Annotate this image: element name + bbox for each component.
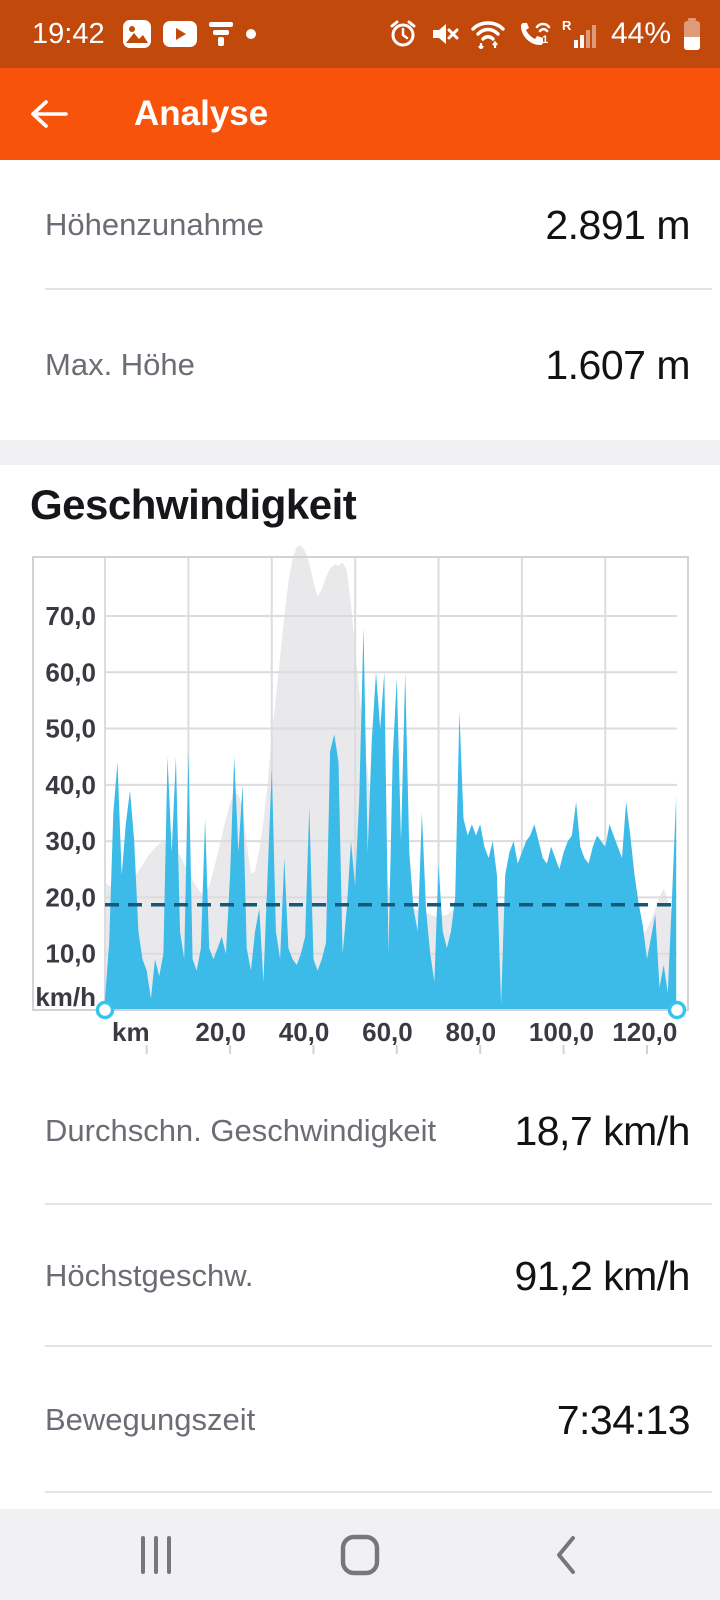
stat-value: 2.891 m bbox=[545, 201, 690, 248]
back-button[interactable] bbox=[0, 68, 96, 160]
y-axis-tick: 10,0 bbox=[45, 939, 96, 969]
elevation-area bbox=[105, 545, 677, 1010]
page-title: Analyse bbox=[134, 94, 269, 133]
stat-row-elevation-gain: Höhenzunahme 2.891 m bbox=[0, 160, 720, 290]
notification-dot bbox=[245, 29, 256, 39]
y-axis-unit: km/h bbox=[35, 982, 96, 1012]
chart-handle-right[interactable] bbox=[667, 1000, 687, 1020]
stat-label: Höchstgeschw. bbox=[45, 1258, 254, 1293]
chart-handle-left[interactable] bbox=[95, 1000, 115, 1020]
x-axis-tick: 60,0 bbox=[362, 1017, 413, 1047]
recents-button[interactable] bbox=[111, 1509, 201, 1600]
x-axis-tick: 120,0 bbox=[612, 1017, 677, 1047]
app-bar: Analyse bbox=[0, 68, 720, 160]
chart-border bbox=[32, 556, 689, 1011]
stat-value: 18,7 km/h bbox=[514, 1107, 690, 1154]
mute-icon bbox=[432, 24, 459, 44]
speed-chart[interactable]: 70,0 60,0 50,0 40,0 30,0 20,0 10,0 km/h km 20,0 40… bbox=[0, 545, 720, 1057]
back-arrow-icon bbox=[31, 100, 68, 128]
back-chevron-icon bbox=[557, 1535, 575, 1574]
navigation-bar bbox=[0, 1509, 720, 1600]
y-axis-tick: 50,0 bbox=[45, 714, 96, 744]
home-button[interactable] bbox=[315, 1509, 405, 1600]
battery-icon bbox=[684, 18, 700, 50]
home-icon bbox=[340, 1534, 380, 1575]
section-header: Geschwindigkeit bbox=[0, 465, 720, 545]
x-axis-tick: 100,0 bbox=[529, 1017, 594, 1047]
x-axis-tick: 20,0 bbox=[195, 1017, 246, 1047]
y-axis-tick: 60,0 bbox=[45, 657, 96, 687]
stat-row-moving-time: Bewegungszeit 7:34:13 bbox=[0, 1347, 720, 1493]
stat-value: 1.607 m bbox=[545, 341, 690, 388]
speed-area bbox=[105, 627, 677, 1010]
stat-label: Max. Höhe bbox=[45, 347, 195, 382]
x-axis-tick: 40,0 bbox=[279, 1017, 330, 1047]
section-separator bbox=[0, 440, 720, 465]
battery-percent: 44% bbox=[610, 17, 671, 50]
back-nav-button[interactable] bbox=[521, 1509, 611, 1600]
wifi-icon bbox=[471, 21, 505, 49]
stat-label: Bewegungszeit bbox=[45, 1402, 256, 1437]
youtube-icon bbox=[162, 21, 197, 47]
x-axis-tick: km bbox=[112, 1017, 150, 1047]
svg-text:1: 1 bbox=[542, 34, 548, 46]
stat-label: Durchschn. Geschwindigkeit bbox=[45, 1113, 437, 1148]
x-axis-tick: 80,0 bbox=[446, 1017, 497, 1047]
stat-value: 91,2 km/h bbox=[514, 1252, 690, 1299]
stat-row-max-elevation: Max. Höhe 1.607 m bbox=[0, 290, 720, 440]
status-time: 19:42 bbox=[32, 17, 105, 50]
alarm-icon bbox=[390, 20, 416, 47]
filter-icon bbox=[208, 22, 233, 46]
status-bar: 19:42 bbox=[0, 0, 720, 68]
gallery-icon bbox=[122, 20, 151, 48]
stat-row-avg-speed: Durchschn. Geschwindigkeit 18,7 km/h bbox=[0, 1057, 720, 1205]
stat-label: Höhenzunahme bbox=[45, 207, 264, 242]
bottom-gap bbox=[0, 1493, 720, 1509]
y-axis-tick: 30,0 bbox=[45, 826, 96, 856]
svg-text:R: R bbox=[562, 18, 572, 33]
stat-value: 7:34:13 bbox=[556, 1396, 691, 1443]
y-axis-tick: 70,0 bbox=[45, 601, 96, 631]
recents-icon bbox=[141, 1535, 171, 1574]
y-axis-tick: 40,0 bbox=[45, 770, 96, 800]
y-axis-tick: 20,0 bbox=[45, 882, 96, 912]
speed-chart-svg[interactable]: 70,0 60,0 50,0 40,0 30,0 20,0 10,0 km/h km 20,0 40… bbox=[30, 545, 690, 1057]
roaming-signal-icon: R bbox=[562, 18, 596, 48]
wifi-calling-icon: 1 bbox=[520, 22, 551, 46]
section-title: Geschwindigkeit bbox=[30, 481, 357, 528]
stat-row-max-speed: Höchstgeschw. 91,2 km/h bbox=[0, 1205, 720, 1347]
